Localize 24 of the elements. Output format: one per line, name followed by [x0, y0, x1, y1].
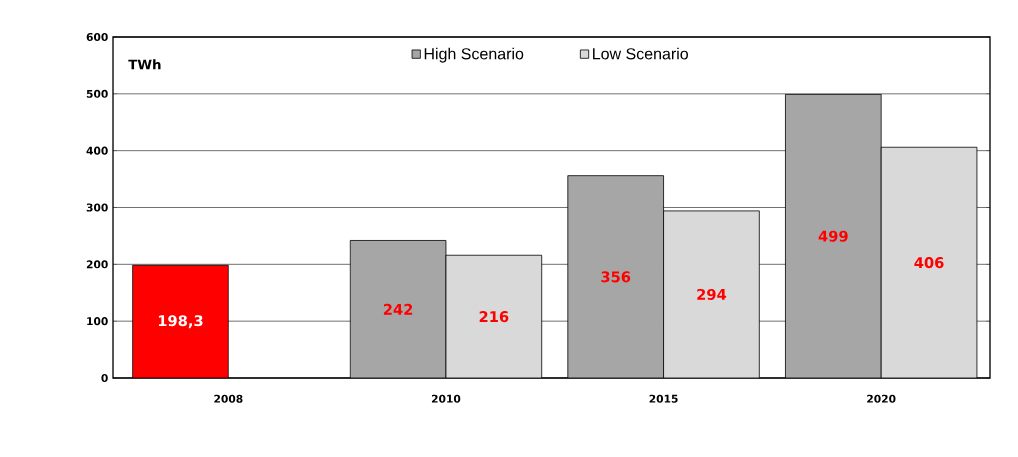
y-tick-label: 100	[87, 317, 108, 326]
legend-label: Low Scenario	[593, 47, 688, 60]
data-label: 356	[601, 271, 631, 283]
data-label: 294	[697, 288, 727, 300]
data-label: 406	[914, 257, 944, 269]
data-label: 216	[479, 311, 509, 323]
x-tick-label: 2020	[867, 394, 896, 403]
y-tick-label: 200	[86, 260, 108, 269]
y-tick-label: 400	[86, 146, 108, 155]
data-label: 198,3	[158, 315, 203, 329]
y-tick-label: 300	[86, 203, 108, 212]
x-tick-label: 2008	[214, 394, 243, 403]
y-tick-label: 0	[101, 373, 108, 383]
data-label: 242	[383, 303, 413, 315]
legend-label: High Scenario	[424, 47, 524, 63]
bar	[445, 254, 543, 378]
x-tick-label: 2010	[431, 394, 461, 403]
bar	[663, 210, 760, 378]
x-tick-label: 2015	[649, 394, 678, 403]
bar	[880, 146, 978, 378]
data-label: 499	[818, 230, 848, 242]
y-tick-label: 600	[86, 32, 108, 42]
y-tick-label: 500	[86, 89, 108, 98]
y-axis-title: TWh	[128, 59, 161, 70]
